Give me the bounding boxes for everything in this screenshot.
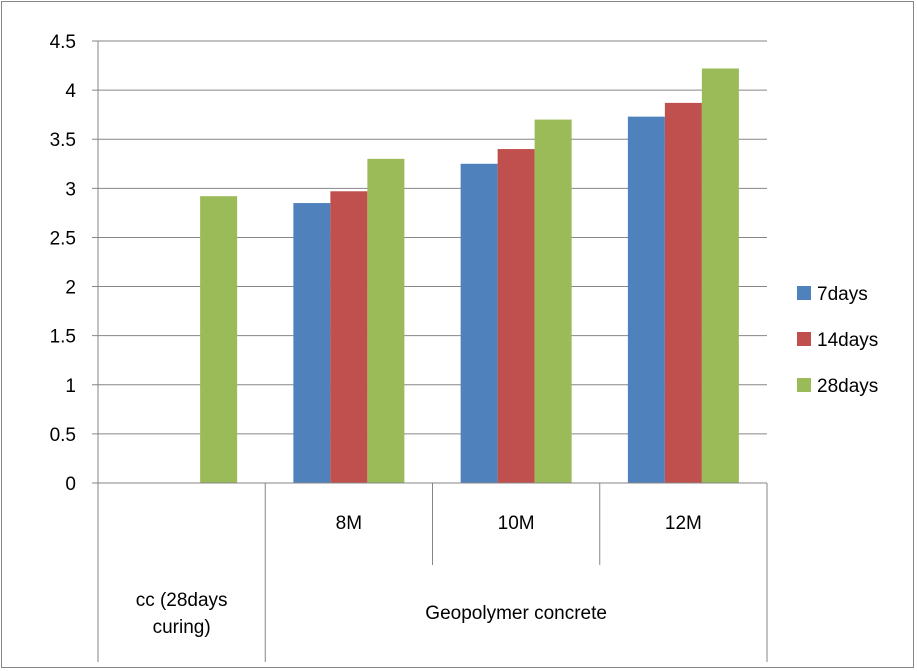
y-tick-label: 2 [65, 278, 76, 299]
bars [200, 68, 739, 484]
bar-7days-2 [460, 163, 498, 483]
y-tick-label: 4 [65, 81, 76, 102]
x-tick-label: 12M [665, 513, 702, 534]
y-tick-label: 0 [65, 474, 76, 495]
bar-28days-0 [200, 196, 238, 484]
x-tick-label: 10M [498, 513, 535, 534]
axes [92, 41, 768, 662]
y-tick-label: 3 [65, 179, 76, 200]
bar-14days-3 [664, 102, 702, 483]
x-group-label-geopolymer: Geopolymer concrete [425, 603, 607, 624]
y-tick-label: 1 [65, 376, 76, 397]
legend-swatch-14days [797, 332, 811, 346]
bar-28days-3 [701, 68, 739, 483]
legend-label-28days: 28days [817, 376, 878, 397]
y-tick-label: 4.5 [50, 32, 76, 53]
legend-label-7days: 7days [817, 284, 868, 305]
y-tick-label: 1.5 [50, 327, 76, 348]
legend-label-14days: 14days [817, 330, 878, 351]
x-group-label-cc: cc (28days curing) [136, 590, 228, 638]
bar-14days-1 [330, 191, 368, 483]
legend-swatch-7days [797, 286, 811, 300]
axis-labels: 0 0.5 1 1.5 2 2.5 3 3.5 4 4.5 8M 10M 12M cc (28days cu… [50, 32, 702, 638]
y-tick-label: 0.5 [50, 425, 76, 446]
legend: 7days 14days 28days [797, 284, 878, 397]
bar-7days-1 [293, 203, 331, 484]
legend-swatch-28days [797, 378, 811, 392]
bar-7days-3 [627, 116, 665, 484]
y-tick-label: 3.5 [50, 130, 76, 151]
bar-28days-2 [534, 119, 572, 484]
bar-14days-2 [497, 149, 535, 484]
y-tick-label: 2.5 [50, 228, 76, 249]
bar-28days-1 [367, 158, 405, 483]
x-tick-label: 8M [336, 513, 362, 534]
